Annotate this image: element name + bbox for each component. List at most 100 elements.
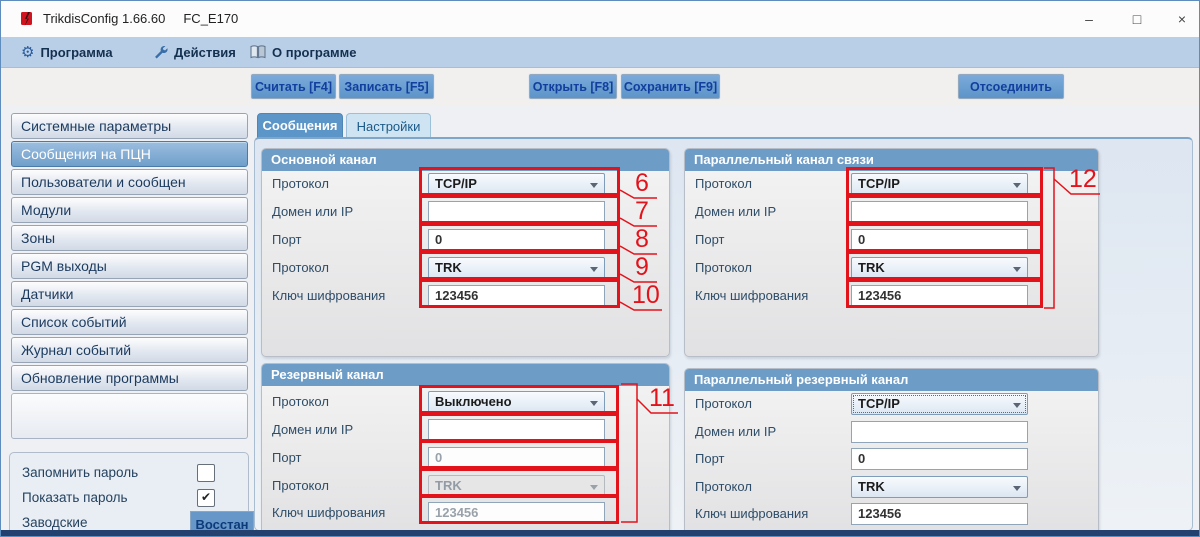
menu-about[interactable]: О программе [250, 42, 357, 62]
port-input[interactable]: 0 [428, 447, 605, 469]
sidebar-item-zones[interactable]: Зоны [11, 225, 248, 251]
open-button[interactable]: Открыть [F8] [529, 74, 617, 99]
sidebar-item-label: Пользователи и сообщен [21, 174, 186, 190]
sidebar-item-modules[interactable]: Модули [11, 197, 248, 223]
sidebar-item-label: Обновление программы [21, 370, 179, 386]
port-input[interactable]: 0 [851, 229, 1028, 251]
field-label: Протокол [272, 260, 329, 275]
field-label: Протокол [272, 478, 329, 493]
sidebar-item-system-parameters[interactable]: Системные параметры [11, 113, 248, 139]
sidebar-item-messages-to-cms[interactable]: Сообщения на ПЦН [11, 141, 248, 167]
encryption-key-input[interactable]: 123456 [428, 502, 605, 524]
write-button[interactable]: Записать [F5] [339, 74, 434, 99]
sidebar-item-label: Журнал событий [21, 342, 132, 358]
wrench-icon [155, 45, 168, 58]
field-label: Ключ шифрования [272, 288, 386, 303]
port-input[interactable]: 0 [428, 229, 605, 251]
encryption-key-input[interactable]: 123456 [851, 503, 1028, 525]
save-button-label: Сохранить [F9] [623, 79, 718, 94]
sidebar-item-label: Датчики [21, 286, 74, 302]
remember-password-checkbox[interactable] [197, 464, 215, 482]
protocol2-select[interactable]: TRK [428, 257, 605, 279]
tab-settings[interactable]: Настройки [346, 113, 431, 138]
sidebar-item-label: PGM выходы [21, 258, 107, 274]
encryption-key-input[interactable]: 123456 [851, 285, 1028, 307]
select-value: TRK [858, 479, 885, 494]
chevron-down-icon [590, 485, 598, 490]
protocol2-select[interactable]: TRK [851, 257, 1028, 279]
maximize-button[interactable]: □ [1120, 7, 1154, 31]
group-header: Параллельный резервный канал [685, 369, 1098, 391]
select-value: Выключено [435, 394, 512, 409]
domain-ip-input[interactable] [851, 201, 1028, 223]
chevron-down-icon [1013, 183, 1021, 188]
domain-ip-input[interactable] [428, 201, 605, 223]
sidebar-item-label: Модули [21, 202, 72, 218]
port-input[interactable]: 0 [851, 448, 1028, 470]
close-icon: × [1177, 11, 1187, 27]
maximize-icon: □ [1132, 11, 1142, 27]
title-bar: TrikdisConfig 1.66.60 FC_E170 – □ × [1, 1, 1199, 37]
field-label: Домен или IP [272, 422, 354, 437]
input-value: 0 [858, 451, 866, 466]
menu-actions-label: Действия [174, 44, 236, 60]
field-label: Протокол [695, 260, 752, 275]
sidebar-item-pgm-outputs[interactable]: PGM выходы [11, 253, 248, 279]
select-value: TRK [435, 260, 462, 275]
disconnect-button-label: Отсоединить [970, 79, 1052, 94]
menu-bar: ⚙ Программа Действия О программе [1, 37, 1199, 68]
field-label: Ключ шифрования [272, 505, 386, 520]
sidebar-item-sensors[interactable]: Датчики [11, 281, 248, 307]
group-parallel-channel: Параллельный канал связи Протокол TCP/IP… [684, 148, 1099, 357]
menu-actions[interactable]: Действия [153, 42, 236, 62]
input-value: 123456 [858, 506, 902, 521]
sidebar-item-users-and-messages[interactable]: Пользователи и сообщен [11, 169, 248, 195]
protocol2-select[interactable]: TRK [428, 475, 605, 497]
input-value: 0 [435, 232, 443, 247]
content-panel: Основной канал Протокол TCP/IP Домен или… [254, 137, 1193, 531]
menu-program[interactable]: ⚙ Программа [21, 42, 113, 62]
password-panel: Запомнить пароль Показать пароль ✔ Завод… [9, 452, 254, 536]
minimize-button[interactable]: – [1072, 7, 1106, 31]
domain-ip-input[interactable] [428, 419, 605, 441]
menu-about-label: О программе [272, 44, 357, 60]
domain-ip-input[interactable] [851, 421, 1028, 443]
disconnect-button[interactable]: Отсоединить [958, 74, 1064, 99]
group-header: Параллельный канал связи [685, 149, 1098, 171]
read-button[interactable]: Считать [F4] [251, 74, 336, 99]
select-value: TRK [435, 478, 462, 493]
chevron-down-icon [590, 401, 598, 406]
protocol2-select[interactable]: TRK [851, 476, 1028, 498]
close-button[interactable]: × [1165, 7, 1199, 31]
protocol-select[interactable]: TCP/IP [851, 393, 1028, 415]
input-value: 123456 [858, 288, 902, 303]
protocol-select[interactable]: TCP/IP [428, 173, 605, 195]
checkbox-mark: ✔ [200, 490, 212, 504]
trikdis-logo-icon [21, 12, 32, 26]
show-password-checkbox[interactable]: ✔ [197, 489, 215, 507]
protocol-select[interactable]: TCP/IP [851, 173, 1028, 195]
sidebar-item-label: Сообщения на ПЦН [21, 146, 151, 162]
sidebar-item-label: Системные параметры [21, 118, 172, 134]
select-value: TCP/IP [435, 176, 477, 191]
window-title: TrikdisConfig 1.66.60 FC_E170 [43, 11, 238, 26]
select-value: TRK [858, 260, 885, 275]
save-button[interactable]: Сохранить [F9] [621, 74, 720, 99]
sidebar-item-firmware-update[interactable]: Обновление программы [11, 365, 248, 391]
chevron-down-icon [1013, 267, 1021, 272]
sidebar-empty-slot [11, 393, 248, 439]
field-label: Протокол [695, 176, 752, 191]
sidebar-item-label: Зоны [21, 230, 56, 246]
device-name: FC_E170 [183, 11, 239, 26]
read-button-label: Считать [F4] [254, 79, 333, 94]
tab-messages[interactable]: Сообщения [257, 113, 343, 138]
tab-label: Сообщения [262, 118, 338, 133]
protocol-select[interactable]: Выключено [428, 391, 605, 413]
field-label: Протокол [695, 396, 752, 411]
sidebar-item-event-list[interactable]: Список событий [11, 309, 248, 335]
menu-program-label: Программа [40, 44, 113, 60]
encryption-key-input[interactable]: 123456 [428, 285, 605, 307]
sidebar-item-event-log[interactable]: Журнал событий [11, 337, 248, 363]
group-backup-channel: Резервный канал Протокол Выключено Домен… [261, 363, 670, 530]
